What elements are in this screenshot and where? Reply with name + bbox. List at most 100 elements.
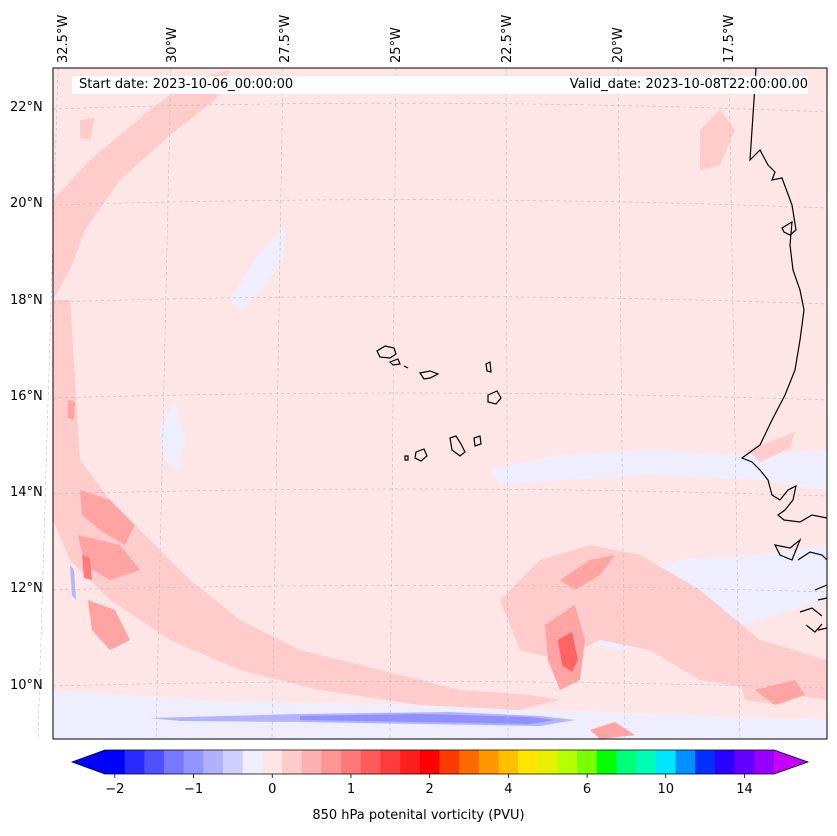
colorbar-cell [203,750,224,774]
lat-label: 12°N [10,581,43,596]
lat-label: 16°N [10,389,43,404]
mid-pink-patch [590,722,635,739]
map-frame [52,67,828,740]
lon-label: 17.5°W [722,15,737,63]
colorbar-cells [105,750,775,774]
colorbar-cell [577,750,598,774]
vorticity-field [53,70,827,739]
latitude-labels: 22°N 20°N 18°N 16°N 14°N 12°N 10°N [10,100,43,693]
lat-label: 18°N [10,293,43,308]
colorbar-cell [321,750,342,774]
mid-pink-patch [78,535,140,580]
parallel-line [52,102,828,113]
blue-band-core [300,714,555,724]
colorbar-cell [301,750,323,774]
parallel-line [52,199,828,209]
colorbar-outline [70,749,810,775]
island-sao-nicolau [419,370,440,380]
coast-segment [797,551,828,561]
colorbar-cell [380,750,401,774]
colorbar-tick-label: 14 [736,782,753,797]
colorbar-cell [144,750,165,774]
mid-pink-patch [560,555,615,590]
colorbar-cell [636,750,657,774]
colorbar-tick-label: −1 [184,782,203,797]
lon-label: 27.5°W [278,15,293,63]
island-maio [473,435,482,447]
blue-sliver [70,565,76,600]
lat-label: 14°N [10,485,43,500]
meridian-line [271,67,284,740]
lon-label: 22.5°W [500,15,515,63]
valid-date-label: Valid_date: 2023-10-08T22:00:00.00 [540,76,808,94]
colorbar-cell [675,750,696,774]
colorbar-cell [596,750,618,774]
colorbar-under-triangle [72,750,105,774]
colorbar-tick-label: 10 [658,782,675,797]
island-santa-luzia [403,365,409,369]
colorbar-cell [754,750,775,774]
colorbar-cell [341,750,362,774]
colorbar-tick-label: −2 [105,782,124,797]
meridian-line [155,67,172,740]
meridian-line [37,67,59,740]
colorbar-tick-label: 6 [583,782,591,797]
colorbar-cell [105,750,126,774]
parallel-line [52,488,828,497]
island-sao-vicente [388,358,401,366]
lat-label: 10°N [10,678,43,693]
coastlines [376,67,828,633]
colorbar-over-triangle [774,750,808,774]
red-core [82,555,92,580]
colorbar-cell [124,750,145,774]
longitude-labels: 32.5°W 30°W 27.5°W 25°W 22.5°W 20°W 17.5… [56,15,737,63]
island-santiago [449,435,466,457]
colorbar-tick-label: 2 [426,782,434,797]
graticule [37,67,828,740]
colorbar-cell [223,750,244,774]
colorbar-tick-label: 0 [268,782,276,797]
colorbar-cell [478,750,500,774]
pink-blob [700,110,735,170]
colorbar-cell [557,750,578,774]
africa-coastline [740,67,828,523]
meridian-line [728,67,741,740]
pink-patch-coast [748,432,795,462]
mid-pink-patch [755,680,805,705]
pink-streak-sw [53,300,560,710]
island-fogo [414,448,428,462]
colorbar-ticks: −2 −1 0 1 2 4 6 10 14 [105,774,753,797]
colorbar-cell [419,750,441,774]
parallel-line [52,296,828,305]
colorbar-cell [262,750,283,774]
start-date-label: Start date: 2023-10-06_00:00:00 [72,76,553,94]
colorbar-cell [655,750,677,774]
colorbar-cell [518,750,539,774]
meridian-line [617,67,626,740]
meridian-line [389,67,397,740]
colorbar-cell [400,750,421,774]
pale-blue-patch [160,400,185,470]
colorbar-title: 850 hPa potenital vorticity (PVU) [312,808,525,823]
lon-label: 30°W [165,27,180,63]
island-sal [485,361,492,373]
colorbar-cell [695,750,716,774]
colorbar-cell [242,750,264,774]
mid-pink-patch [88,600,130,650]
island-santo-antao [376,345,397,359]
parallel-line [52,392,828,401]
lat-label: 22°N [10,100,43,115]
colorbar-cell [714,750,736,774]
colorbar-cell [459,750,480,774]
pink-blob [80,118,95,140]
pale-blue-patch [230,225,285,310]
meridian-line [505,67,509,740]
colorbar-tick-label: 1 [347,782,355,797]
parallel-line [52,681,828,689]
colorbar-cell [616,750,637,774]
lon-label: 25°W [389,27,404,63]
lon-label: 20°W [611,27,626,63]
red-core [558,632,578,672]
island-boa-vista [487,390,502,405]
